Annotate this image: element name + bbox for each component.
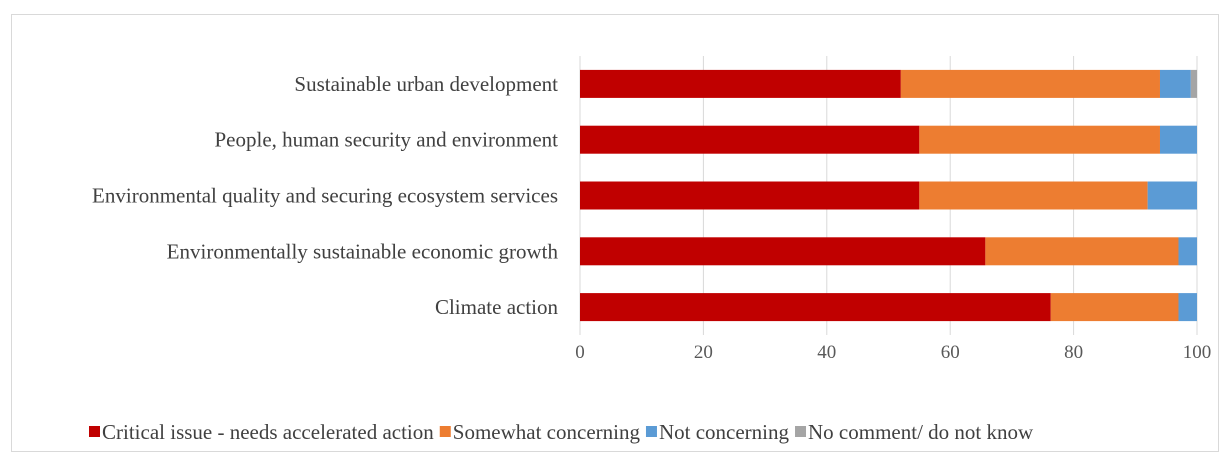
bar-segment [580, 237, 986, 266]
bar-segment [580, 125, 920, 154]
bar-segment [900, 69, 1160, 98]
bar-segment [1178, 293, 1197, 322]
bars [580, 69, 1197, 322]
category-label: Sustainable urban development [294, 72, 558, 96]
x-tick-label: 60 [941, 342, 960, 363]
bar-segment [580, 69, 901, 98]
bar-segment [1159, 125, 1197, 154]
category-label: Environmentally sustainable economic gro… [167, 239, 559, 263]
x-tick-label: 20 [694, 342, 713, 363]
category-labels: Sustainable urban development People, hum… [92, 72, 558, 319]
bar-segment [919, 181, 1148, 210]
x-tick-label: 40 [817, 342, 836, 363]
bar-segment [919, 125, 1160, 154]
bar-segment [1190, 69, 1197, 98]
x-tick-label: 100 [1183, 342, 1212, 363]
category-label: People, human security and environment [215, 128, 559, 152]
legend-label: No comment/ do not know [808, 420, 1034, 444]
legend-swatch [645, 426, 657, 437]
bar-segment [1050, 293, 1179, 322]
legend-swatch [89, 426, 100, 437]
bar-segment [580, 181, 920, 210]
category-label: Climate action [435, 295, 559, 319]
legend-label: Not concerning [659, 420, 790, 444]
bar-segment [1147, 181, 1197, 210]
legend: Critical issue - needs accelerated actio… [89, 420, 1034, 444]
bar-segment [580, 293, 1051, 322]
legend-label: Somewhat concerning [453, 420, 641, 444]
bar-segment [985, 237, 1179, 266]
x-tick-label: 0 [575, 342, 585, 363]
x-tick-label: 80 [1064, 342, 1083, 363]
legend-label: Critical issue - needs accelerated actio… [102, 420, 434, 444]
bar-segment [1159, 69, 1191, 98]
legend-swatch [795, 426, 807, 437]
bar-segment [1178, 237, 1197, 266]
category-label: Environmental quality and securing ecosy… [92, 184, 558, 208]
x-axis-ticks: 0 20 40 60 80 100 [575, 342, 1211, 363]
legend-swatch [439, 426, 451, 437]
